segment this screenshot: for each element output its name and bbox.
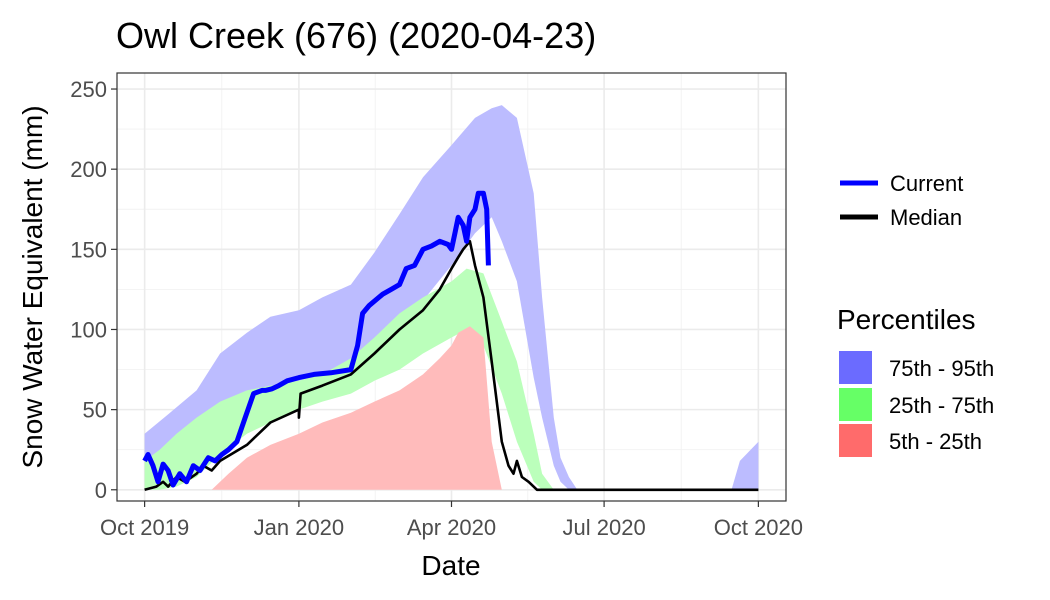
x-tick-label: Oct 2020 xyxy=(714,515,803,540)
legend-title-percentiles: Percentiles xyxy=(837,304,976,335)
legend-key-75-95 xyxy=(839,351,872,384)
y-tick-label: 250 xyxy=(70,77,107,102)
x-tick-label: Jan 2020 xyxy=(254,515,345,540)
legend-label-current: Current xyxy=(890,171,963,196)
plot-panel xyxy=(116,72,787,502)
y-axis-title: Snow Water Equivalent (mm) xyxy=(17,105,48,468)
legend-label-median: Median xyxy=(890,205,962,230)
band-25-75 xyxy=(144,268,554,490)
y-tick-label: 0 xyxy=(95,478,107,503)
y-tick-label: 50 xyxy=(83,398,107,423)
x-axis-title: Date xyxy=(421,550,480,581)
legend-percentiles: Percentiles 75th - 95th 25th - 75th 5th … xyxy=(837,304,994,457)
y-tick-label: 150 xyxy=(70,237,107,262)
y-tick-label: 100 xyxy=(70,317,107,342)
legend-key-25-75 xyxy=(839,388,872,421)
legend-key-5-25 xyxy=(839,424,872,457)
x-tick-label: Jul 2020 xyxy=(563,515,646,540)
chart-title: Owl Creek (676) (2020-04-23) xyxy=(116,15,596,56)
legend-label-25-75: 25th - 75th xyxy=(889,393,994,418)
percentile-bands xyxy=(144,105,759,490)
band-5-25 xyxy=(144,326,502,490)
legend-label-5-25: 5th - 25th xyxy=(889,429,982,454)
y-axis: 0 50 100 150 200 250 xyxy=(70,77,117,503)
band-75-95 xyxy=(144,105,759,490)
legend-lines: Current Median xyxy=(840,171,963,230)
legend: Current Median Percentiles 75th - 95th 2… xyxy=(837,171,994,457)
x-tick-label: Oct 2019 xyxy=(100,515,189,540)
y-tick-label: 200 xyxy=(70,157,107,182)
legend-label-75-95: 75th - 95th xyxy=(889,356,994,381)
series-lines xyxy=(142,190,759,492)
x-tick-label: Apr 2020 xyxy=(407,515,496,540)
series-line-current xyxy=(142,190,491,488)
x-axis: Oct 2019 Jan 2020 Apr 2020 Jul 2020 Oct 2020 xyxy=(100,501,803,540)
series-line-median xyxy=(144,240,759,492)
